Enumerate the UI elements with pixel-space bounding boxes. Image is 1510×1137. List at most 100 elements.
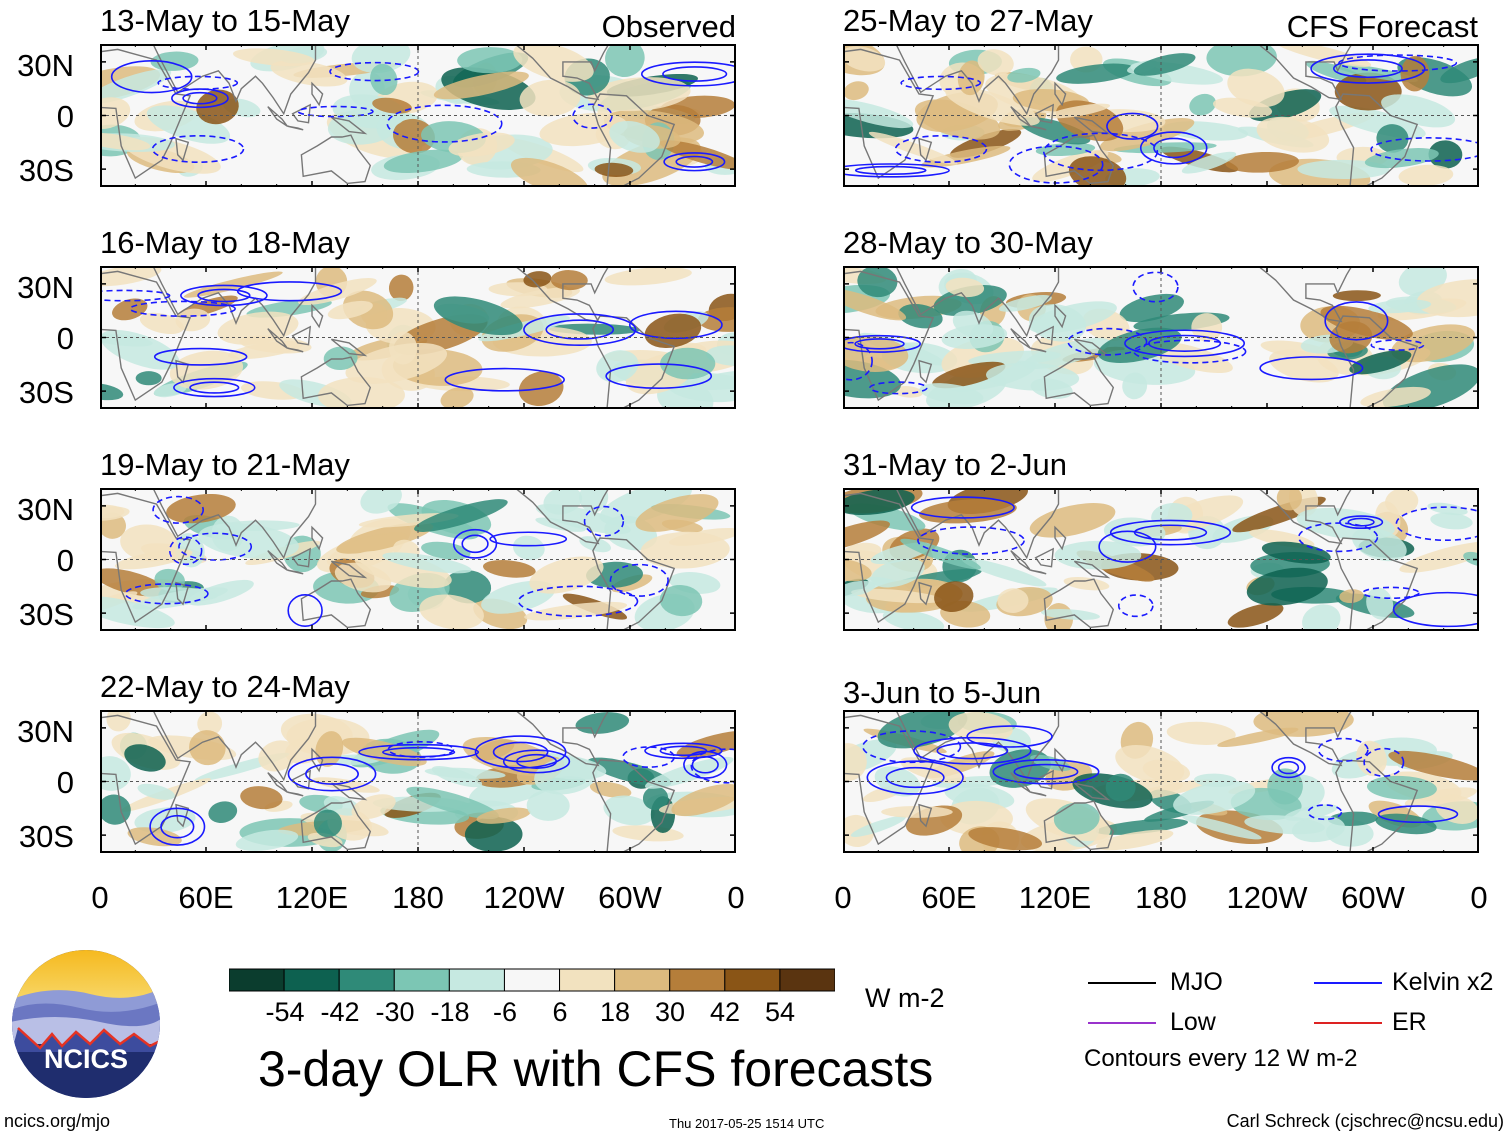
coastline (287, 347, 304, 353)
olr-positive-anomaly (345, 343, 448, 384)
olr-positive-anomaly (968, 827, 1043, 851)
kelvin-contour (609, 563, 669, 597)
panel-title-fc-4: 3-Jun to 5-Jun (843, 675, 1042, 710)
kelvin-contour (110, 60, 193, 94)
map-panel-obs-2 (100, 266, 736, 409)
kelvin-contour (461, 534, 489, 554)
kelvin-contour (1317, 737, 1369, 762)
kelvin-contour (1106, 112, 1159, 140)
lon-label-right-60e: 60E (921, 880, 977, 915)
kelvin-contour (1377, 805, 1459, 824)
olr-negative-anomaly (535, 517, 586, 532)
colorbar-box-7 (614, 968, 671, 992)
kelvin-contour (622, 746, 675, 768)
kelvin-contour (966, 725, 1053, 748)
olr-negative-anomaly (457, 47, 523, 74)
kelvin-contour (382, 746, 456, 758)
olr-positive-anomaly (851, 588, 943, 604)
coastline (311, 525, 324, 551)
olr-positive-anomaly (1217, 727, 1299, 748)
olr-positive-anomaly (1047, 103, 1111, 119)
kelvin-contour (489, 531, 568, 547)
colorbar-label-neg30: -30 (375, 997, 415, 1027)
coastline (918, 803, 933, 828)
kelvin-contour (1392, 591, 1479, 628)
legend-line-kelvin (1314, 982, 1382, 984)
olr-negative-anomaly (1030, 378, 1073, 399)
lat-label-0-3: 0 (56, 543, 74, 578)
coastline (291, 547, 312, 568)
coastline (1034, 547, 1055, 568)
olr-positive-anomaly (868, 131, 958, 165)
olr-positive-anomaly (240, 786, 283, 810)
olr-negative-anomaly (1173, 780, 1256, 815)
olr-negative-anomaly (360, 488, 402, 514)
olr-positive-anomaly (843, 288, 907, 321)
lat-label-30s-1: 30S (18, 153, 74, 188)
colorbar-box-6 (559, 968, 616, 992)
coastline (1030, 569, 1047, 575)
kelvin-contour (572, 103, 613, 129)
olr-positive-anomaly (1320, 305, 1413, 341)
footer-url[interactable]: ncics.org/mjo (4, 1111, 111, 1131)
olr-positive-anomaly (298, 278, 377, 306)
kelvin-contour (197, 288, 251, 303)
kelvin-contour (157, 75, 239, 91)
kelvin-contour (900, 75, 982, 91)
coastline (843, 48, 935, 180)
colorbar-label-54: 54 (764, 997, 796, 1027)
olr-negative-anomaly (235, 829, 299, 851)
kelvin-contour (1370, 137, 1479, 162)
olr-positive-anomaly (587, 77, 691, 112)
olr-positive-anomaly (1275, 44, 1372, 67)
olr-positive-anomaly (1388, 750, 1479, 781)
olr-negative-anomaly (1261, 541, 1331, 564)
panel-title-fc-3: 31-May to 2-Jun (843, 447, 1067, 482)
coastline (1034, 769, 1055, 790)
legend-label-kelvin: Kelvin x2 (1392, 968, 1494, 996)
coastline (895, 488, 1060, 560)
olr-positive-anomaly (519, 79, 581, 117)
olr-positive-anomaly (843, 520, 890, 552)
olr-negative-anomaly (313, 809, 342, 838)
kelvin-contour (843, 163, 950, 178)
olr-positive-anomaly (448, 132, 515, 157)
coastline (311, 747, 324, 773)
kelvin-contour (640, 61, 736, 87)
olr-positive-anomaly (843, 81, 869, 101)
kelvin-contour (936, 742, 1009, 760)
kelvin-contour (452, 528, 498, 559)
panel-title-obs-4: 22-May to 24-May (100, 669, 350, 704)
olr-positive-anomaly (112, 298, 148, 321)
olr-negative-anomaly (919, 383, 984, 405)
kelvin-contour (894, 134, 988, 164)
main-title: 3-day OLR with CFS forecasts (258, 1041, 934, 1097)
olr-positive-anomaly (1399, 541, 1479, 573)
lon-label-left-0: 0 (91, 880, 109, 915)
coastline (1054, 81, 1067, 107)
ncics-logo-text: NCICS (44, 1044, 128, 1074)
footer-timestamp: Thu 2017-05-25 1514 UTC (669, 1116, 825, 1131)
kelvin-contour (152, 495, 204, 524)
olr-positive-anomaly (100, 504, 125, 519)
colorbar-label-neg42: -42 (320, 997, 360, 1027)
lat-label-30s-3: 30S (18, 597, 74, 632)
coastline (592, 315, 676, 409)
olr-negative-anomaly (444, 569, 492, 604)
olr-negative-anomaly (871, 558, 925, 588)
olr-positive-anomaly (351, 794, 396, 820)
olr-positive-anomaly (843, 558, 872, 582)
olr-negative-anomaly (424, 767, 506, 779)
kelvin-contour (1147, 334, 1222, 352)
kelvin-contour (854, 338, 905, 350)
coastline (330, 116, 368, 135)
olr-positive-anomaly (1339, 589, 1364, 604)
lon-label-right-0: 0 (834, 880, 852, 915)
kelvin-contour (644, 742, 723, 760)
kelvin-contour (1132, 271, 1179, 303)
olr-negative-anomaly (1194, 773, 1237, 788)
map-panel-obs-4 (100, 710, 736, 853)
kelvin-contour (913, 736, 1032, 765)
legend-line-mjo (1088, 982, 1156, 984)
colorbar-label-18: 18 (599, 997, 631, 1027)
